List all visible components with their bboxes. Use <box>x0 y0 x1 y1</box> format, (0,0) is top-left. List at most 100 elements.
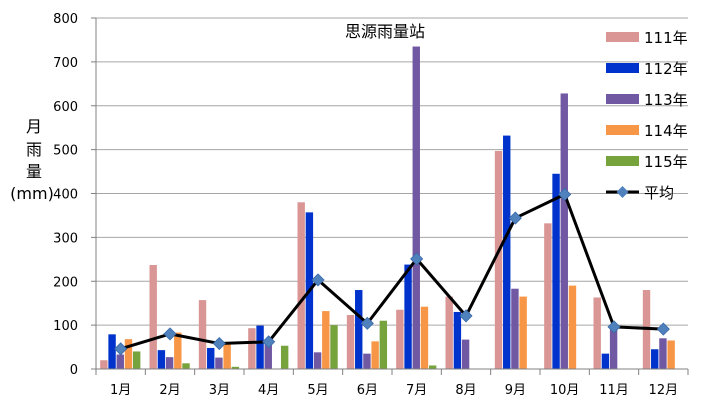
bar-114年-3月 <box>223 342 231 369</box>
x-tick-label: 10月 <box>550 383 580 398</box>
bar-113年-3月 <box>215 357 223 369</box>
bar-114年-2月 <box>174 332 182 369</box>
bar-113年-7月 <box>412 46 420 370</box>
average-point-3月 <box>212 336 226 351</box>
bar-112年-8月 <box>453 311 462 369</box>
bar-111年-8月 <box>445 296 453 369</box>
legend-swatch-115年 <box>606 156 639 166</box>
bar-111年-11月 <box>593 297 601 369</box>
bar-113年-9月 <box>511 288 519 369</box>
y-axis-label: 月雨量 (mm) <box>10 117 54 203</box>
legend-swatch-114年 <box>606 125 639 135</box>
bar-112年-2月 <box>157 350 166 369</box>
bar-111年-7月 <box>396 309 404 369</box>
y-axis-label-part: 量 <box>26 162 42 181</box>
legend-swatch-111年 <box>606 32 639 42</box>
bar-112年-6月 <box>355 290 363 369</box>
bar-114年-1月 <box>124 339 133 369</box>
legend-label: 114年 <box>644 122 688 140</box>
legend-label: 112年 <box>644 60 688 78</box>
average-point-5月 <box>311 273 325 287</box>
bar-113年-10月 <box>560 93 568 369</box>
bar-115年-5月 <box>330 325 338 369</box>
legend-label: 平均 <box>644 184 674 202</box>
bar-113年-12月 <box>659 338 667 369</box>
y-tick-label: 200 <box>53 275 78 290</box>
bar-111年-6月 <box>346 315 355 369</box>
bar-112年-1月 <box>108 334 116 369</box>
bar-series <box>100 46 675 370</box>
y-tick-label: 100 <box>53 319 78 334</box>
x-tick-label: 2月 <box>159 383 180 398</box>
x-tick-label: 1月 <box>110 383 131 398</box>
average-point-12月 <box>656 322 670 336</box>
y-tick-label: 800 <box>53 12 78 27</box>
x-tick-label: 7月 <box>406 383 427 398</box>
bar-114年-9月 <box>519 296 527 369</box>
bar-112年-11月 <box>601 353 610 369</box>
average-point-2月 <box>163 327 177 341</box>
bar-112年-7月 <box>404 264 412 369</box>
bar-113年-11月 <box>609 329 618 369</box>
legend-swatch-113年 <box>606 94 639 104</box>
y-axis-label-part: (mm) <box>10 184 54 203</box>
average-line <box>114 187 670 356</box>
x-tick-label: 3月 <box>209 383 230 398</box>
x-tick-label: 8月 <box>455 383 476 398</box>
legend-label: 113年 <box>644 91 688 109</box>
bar-111年-1月 <box>100 360 108 369</box>
legend-swatch-112年 <box>606 63 639 73</box>
bar-112年-10月 <box>552 173 560 369</box>
bar-111年-2月 <box>149 265 157 369</box>
average-line-path <box>120 192 664 351</box>
average-point-6月 <box>360 316 374 330</box>
bar-113年-1月 <box>116 354 124 369</box>
bar-113年-4月 <box>264 341 272 369</box>
bar-114年-10月 <box>568 285 577 369</box>
average-point-10月 <box>558 187 572 201</box>
x-tick-label: 12月 <box>649 383 679 398</box>
y-tick-label: 300 <box>53 231 78 246</box>
bar-113年-2月 <box>165 357 174 369</box>
legend-label: 111年 <box>644 29 688 47</box>
bar-114年-5月 <box>322 311 330 369</box>
bar-111年-9月 <box>494 150 503 369</box>
y-tick-label: 700 <box>53 56 78 71</box>
bar-112年-12月 <box>651 349 659 369</box>
bar-115年-7月 <box>428 365 437 369</box>
y-tick-label: 400 <box>53 188 78 203</box>
bar-115年-6月 <box>379 320 388 369</box>
legend-swatch-average-marker <box>616 186 629 198</box>
bar-115年-4月 <box>280 345 289 369</box>
bar-111年-5月 <box>297 202 305 369</box>
average-point-4月 <box>262 335 276 349</box>
y-tick-label: 600 <box>53 100 78 115</box>
bar-113年-5月 <box>313 352 322 369</box>
chart-title: 思源雨量站 <box>345 22 425 41</box>
y-tick-label: 0 <box>70 363 78 378</box>
bar-112年-4月 <box>256 325 264 369</box>
average-point-7月 <box>410 252 424 266</box>
bar-112年-3月 <box>207 347 215 369</box>
bar-115年-1月 <box>132 351 141 369</box>
bar-111年-10月 <box>544 223 552 369</box>
y-tick-label: 500 <box>53 144 78 159</box>
y-axis-label-part: 月 <box>26 117 42 136</box>
average-point-11月 <box>607 320 621 334</box>
bar-115年-2月 <box>182 363 190 369</box>
bar-113年-8月 <box>461 339 470 369</box>
y-axis-label-part: 雨 <box>26 140 42 159</box>
average-point-9月 <box>508 211 522 225</box>
axes: 0 100 200 300 400 500 600 700 800 1月 2月 3月 4月 5月 6月 7月 8… <box>53 12 689 398</box>
average-point-1月 <box>114 342 128 356</box>
x-tick-label: 5月 <box>307 383 328 398</box>
bar-113年-6月 <box>363 353 371 369</box>
bar-112年-9月 <box>503 135 511 369</box>
x-tick-label: 6月 <box>357 383 378 398</box>
legend-label: 115年 <box>644 153 688 171</box>
bar-111年-3月 <box>198 300 207 369</box>
bar-111年-4月 <box>248 328 256 369</box>
average-point-8月 <box>459 309 473 323</box>
